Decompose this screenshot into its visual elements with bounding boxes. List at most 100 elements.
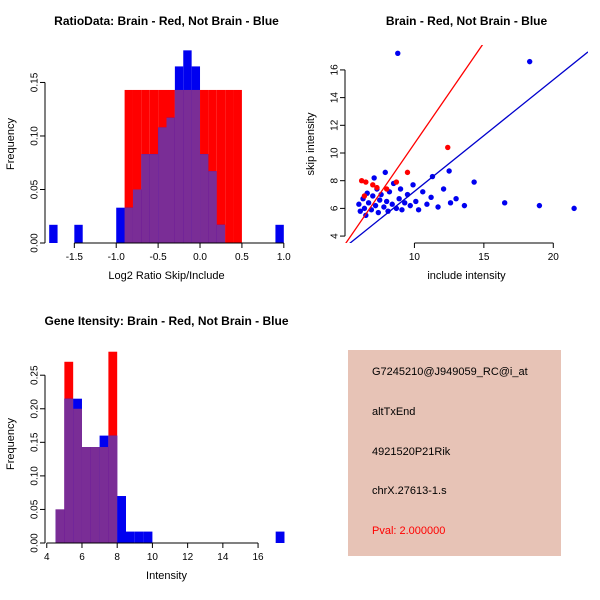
x-tick-label: 4 [44, 552, 50, 563]
panel-ratio-histogram: -1.5 -1.0 -0.5 0.0 0.5 1.0 0.00 0.05 0.10 0.15 Rat… [0, 0, 300, 300]
panel-gene-intensity-histogram: 4 6 8 10 12 14 16 0.00 0.05 0.10 0.15 0.20 0.25 Gene … [0, 300, 300, 600]
data-point-blue [356, 201, 362, 207]
data-point-red [404, 169, 411, 176]
data-point-red [383, 186, 390, 192]
data-point-blue [571, 205, 577, 212]
y-tick-label: 0.15 [30, 432, 41, 452]
gene-intensity-histogram-chart: 4 6 8 10 12 14 16 0.00 0.05 0.10 0.15 0.20 0.25 Gene … [5, 314, 289, 582]
x-tick-label: -1.0 [108, 252, 126, 263]
hist-bar-overlap [55, 509, 65, 543]
x-axis-title: Intensity [146, 570, 187, 582]
hist-bar-blue [117, 496, 126, 543]
hist-bar-overlap [108, 435, 118, 543]
y-tick-label: 0.00 [30, 233, 41, 253]
x-tick-label: 0.5 [235, 252, 249, 263]
hist-bar-blue [126, 531, 135, 543]
hist-bar-overlap [208, 171, 217, 243]
data-point-blue [397, 186, 404, 192]
y-tick-label: 6 [330, 205, 341, 211]
data-point-blue [361, 205, 368, 212]
panel-info-box: G7245210@J949059_RC@i_at altTxEnd 492152… [300, 300, 600, 600]
data-point-blue [471, 179, 477, 185]
y-tick-label: 0.25 [30, 365, 41, 385]
data-point-blue [383, 198, 390, 205]
x-tick-label: 20 [548, 252, 560, 263]
y-tick-label: 0.00 [30, 533, 41, 553]
hist-bar-overlap [124, 207, 133, 243]
y-axis-title: Frequency [5, 418, 17, 470]
hist-bar-red [124, 89, 133, 243]
hist-bar-overlap [132, 189, 142, 243]
data-point-red [358, 177, 365, 184]
y-tick-label: 12 [330, 119, 341, 131]
data-point-blue [371, 175, 377, 181]
intensity-scatter-chart: 10 15 20 4 6 8 10 12 14 16 Brain - Red, Not Brain … [305, 14, 588, 282]
y-tick-label: 4 [330, 233, 341, 239]
hist-bar-overlap [158, 127, 167, 243]
data-point-blue [370, 193, 376, 199]
y-tick-label: 14 [330, 92, 341, 104]
hist-bar-overlap [183, 89, 192, 243]
hist-bar-overlap [99, 447, 109, 543]
data-point-blue [389, 201, 395, 207]
data-point-blue [385, 208, 391, 214]
event-type-text: altTxEnd [372, 405, 416, 418]
chromosome-location-text: chrX.27613-1.s [372, 485, 447, 498]
data-point-red [361, 193, 368, 199]
data-point-blue [372, 202, 379, 209]
y-tick-label: 10 [330, 147, 341, 159]
x-axis-title: include intensity [427, 270, 506, 282]
y-tick-label: 8 [330, 177, 341, 183]
y-tick-label: 0.15 [30, 72, 41, 92]
probe-id-text: G7245210@J949059_RC@i_at [372, 366, 528, 378]
data-point-blue [399, 207, 405, 213]
data-point-red [363, 179, 369, 185]
hist-bar-overlap [200, 154, 209, 243]
panel-intensity-scatter: 10 15 20 4 6 8 10 12 14 16 Brain - Red, Not Brain … [300, 0, 600, 300]
data-point-blue [446, 168, 452, 174]
hist-bar-overlap [64, 398, 74, 543]
y-tick-label: 0.10 [30, 466, 41, 486]
data-point-blue [402, 200, 408, 206]
data-point-blue [357, 208, 363, 214]
blue-regression-line [349, 51, 588, 243]
x-tick-label: 14 [217, 552, 229, 563]
data-point-red [370, 182, 376, 188]
hist-bar-red [233, 89, 242, 243]
hist-bar-overlap [149, 154, 159, 243]
hist-bar-overlap [81, 447, 91, 543]
x-tick-label: 0.0 [193, 252, 207, 263]
hist-bar-overlap [90, 447, 100, 543]
gene-symbol-text: 4921520P21Rik [372, 445, 451, 458]
gene-info-box: G7245210@J949059_RC@i_at altTxEnd 492152… [348, 350, 561, 556]
data-point-blue [420, 189, 426, 195]
x-tick-label: 6 [79, 552, 85, 563]
hist-bar-red [208, 89, 217, 243]
data-point-blue [424, 201, 430, 207]
hist-bar-blue [116, 207, 125, 243]
data-point-blue [461, 202, 468, 209]
chart-title: RatioData: Brain - Red, Not Brain - Blue [54, 14, 279, 28]
x-tick-label: 10 [409, 252, 421, 263]
data-point-blue [501, 200, 508, 206]
x-tick-label: 8 [114, 552, 120, 563]
hist-bar-overlap [216, 224, 226, 243]
hist-bar-blue [49, 224, 58, 243]
data-point-blue [407, 202, 413, 209]
hist-bar-red [216, 89, 226, 243]
data-point-red [374, 184, 380, 191]
x-tick-label: 15 [478, 252, 490, 263]
x-tick-label: -0.5 [150, 252, 168, 263]
data-point-red [393, 179, 400, 185]
hist-bar-overlap [191, 89, 201, 243]
data-point-blue [410, 182, 416, 188]
x-tick-label: 16 [253, 552, 265, 563]
y-tick-label: 0.05 [30, 499, 41, 519]
data-point-blue [382, 169, 388, 176]
chart-title: Gene Itensity: Brain - Red, Not Brain - … [44, 314, 288, 328]
y-axis-title: skip intensity [305, 112, 317, 175]
data-point-red [445, 144, 451, 151]
chart-title: Brain - Red, Not Brain - Blue [386, 14, 548, 28]
hist-bar-red [225, 89, 234, 243]
